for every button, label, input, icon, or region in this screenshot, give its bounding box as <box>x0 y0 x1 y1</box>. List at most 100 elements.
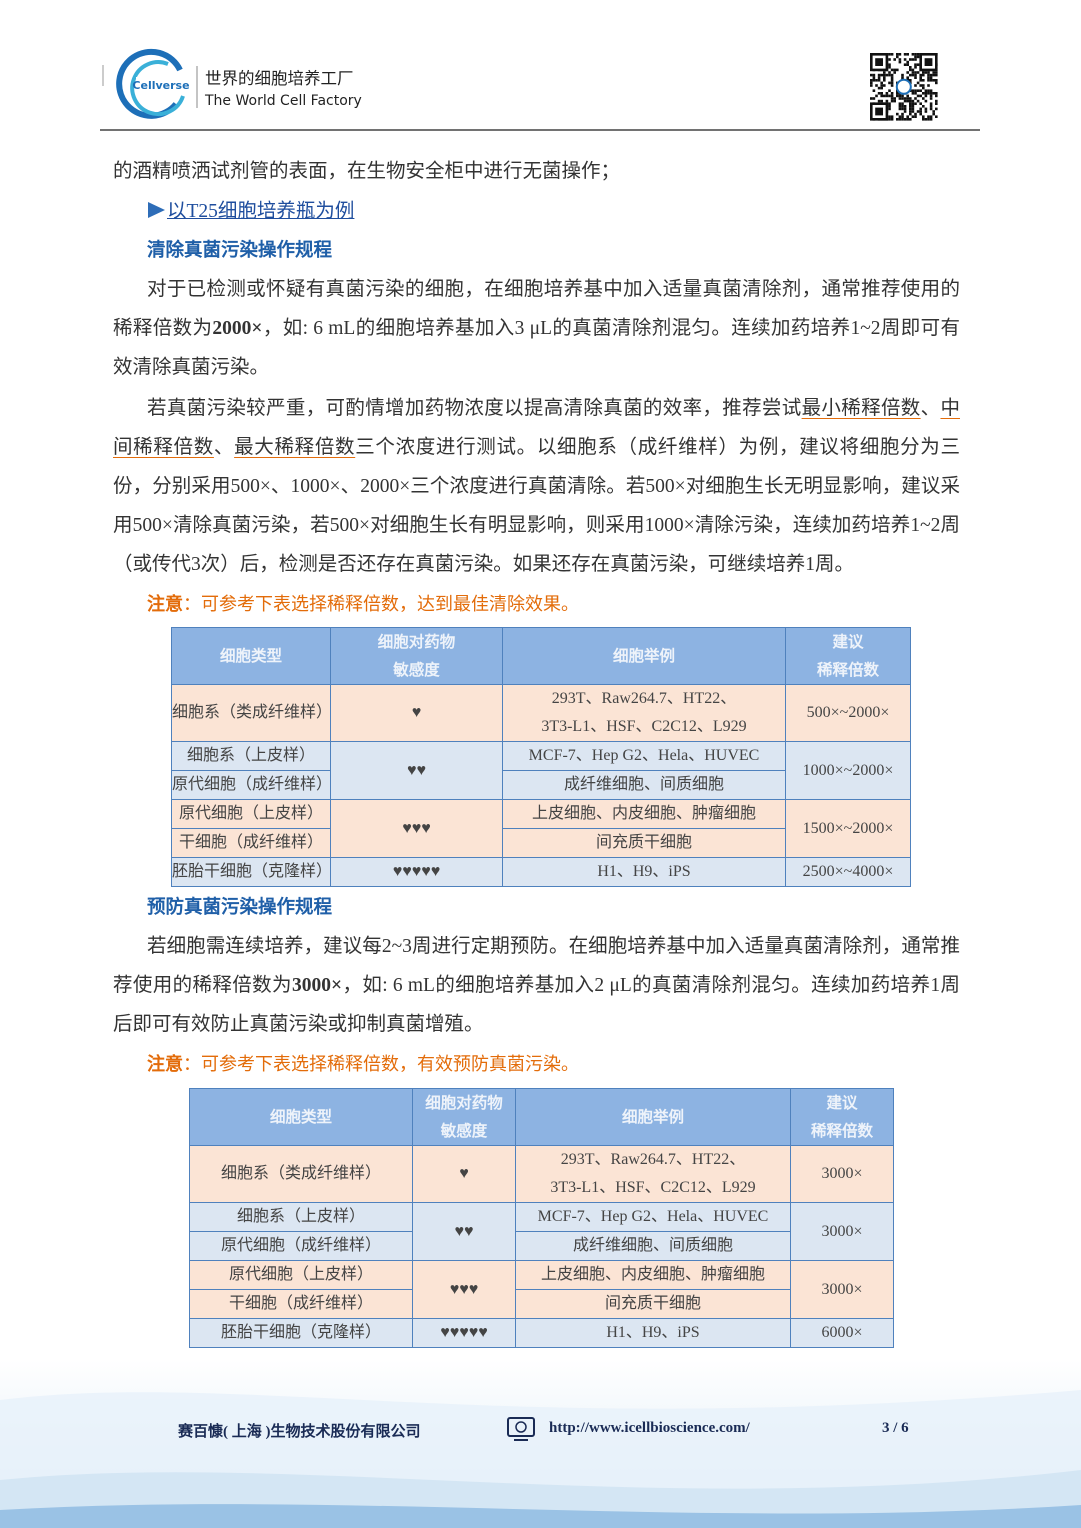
monitor-icon <box>507 1417 535 1441</box>
table-cell: 原代细胞（上皮样） <box>189 1260 413 1290</box>
table-cell: 成纤维细胞、间质细胞 <box>502 770 786 800</box>
table-cell: ♥♥♥ <box>412 1260 516 1319</box>
cell-line: 细胞对药物 <box>425 1094 503 1112</box>
table-cell: 干细胞（成纤维样） <box>171 828 331 858</box>
text: 若细胞需连续培养，建议每2~3周进行定期预防。在细胞培养基中加入适量真菌清除剂，… <box>113 936 960 996</box>
note-text: ：可参考下表选择稀释倍数，达到最佳清除效果。 <box>183 594 579 615</box>
table-cell: 干细胞（成纤维样） <box>189 1289 413 1319</box>
table-cell: H1、H9、iPS <box>502 857 786 887</box>
table-cell: 原代细胞（成纤维样） <box>171 770 332 800</box>
table-row: 胚胎干细胞（克隆样） ♥♥♥♥♥ H1、H9、iPS 2500×~4000× <box>171 857 911 887</box>
table-cell: ♥♥♥♥♥ <box>330 857 503 887</box>
table-cell: 500×~2000× <box>785 684 911 742</box>
note: 注意：可参考下表选择稀释倍数，有效预防真菌污染。 <box>147 1045 579 1084</box>
table-cell: 293T、Raw264.7、HT22、 3T3-L1、HSF、C2C12、L929 <box>515 1145 791 1203</box>
cell-line: 建议 <box>826 1094 858 1112</box>
link-line: 以T25细胞培养瓶为例 <box>147 192 354 231</box>
cell-line: 稀释倍数 <box>816 661 879 679</box>
header-cell: 细胞类型 <box>171 627 331 685</box>
header-cell: 细胞举例 <box>502 627 786 685</box>
table-row: 干细胞（成纤维样） 间充质干细胞 <box>189 1289 894 1319</box>
header-cell: 细胞对药物 敏感度 <box>412 1088 516 1146</box>
note-label: 注意 <box>147 594 183 615</box>
header-cell: 建议 稀释倍数 <box>785 627 911 685</box>
table-row: 细胞系（类成纤维样） ♥ 293T、Raw264.7、HT22、 3T3-L1、HSF… <box>189 1145 894 1203</box>
header-cell: 细胞对药物 敏感度 <box>330 627 503 685</box>
text: 、 <box>920 398 941 419</box>
text: 三个浓度进行测试。以细胞系（成纤维样）为例，建议将细胞分为三份，分别采用500×… <box>113 437 960 575</box>
text: 对于已检测或怀疑有真菌污染的细胞，在细胞培养基中加入适量真菌清除剂，通常推荐使用… <box>113 279 960 339</box>
table-cell: 3000× <box>790 1202 894 1261</box>
text: ，如: 6 mL的细胞培养基加入3 μL的真菌清除剂混匀。连续加药培养1~2周即… <box>113 318 960 378</box>
text: 、 <box>213 437 235 458</box>
tagline-cn: 世界的细胞培养工厂 <box>205 69 354 88</box>
table-row: 原代细胞（上皮样） ♥♥♥ 上皮细胞、内皮细胞、肿瘤细胞 1500×~2000× <box>171 799 911 858</box>
page-number: 3 / 6 <box>882 1420 909 1436</box>
url[interactable]: http://www.icellbioscience.com/ <box>549 1420 750 1436</box>
text: 若真菌污染较严重，可酌情增加药物浓度以提高清除真菌的效率，推荐尝试 <box>147 398 802 419</box>
header-row: 细胞类型 细胞对药物 敏感度 细胞举例 建议 稀释倍数 <box>171 627 911 685</box>
header-row: 细胞类型 细胞对药物 敏感度 细胞举例 建议 稀释倍数 <box>189 1088 894 1146</box>
paragraph: 若细胞需连续培养，建议每2~3周进行定期预防。在细胞培养基中加入适量真菌清除剂，… <box>113 927 960 1044</box>
arrow-icon <box>148 202 165 218</box>
table-cell: 细胞系（上皮样） <box>171 741 331 771</box>
text: 的酒精喷洒试剂管的表面，在生物安全柜中进行无菌操作； <box>113 161 621 182</box>
qr-code <box>870 53 938 121</box>
cell-line: 稀释倍数 <box>810 1122 873 1140</box>
section-heading: 预防真菌污染操作规程 <box>147 897 333 918</box>
table-row: 原代细胞（成纤维样） 成纤维细胞、间质细胞 <box>189 1231 894 1261</box>
cell-line: 3T3-L1、HSF、C2C12、L929 <box>550 1179 756 1196</box>
table-row: 细胞系（类成纤维样） ♥ 293T、Raw264.7、HT22、 3T3-L1、HSF… <box>171 684 911 742</box>
table-cell: MCF-7、Hep G2、Hela、HUVEC <box>515 1202 791 1232</box>
table-cell: 间充质干细胞 <box>515 1289 791 1319</box>
table-cell: 细胞系（类成纤维样） <box>171 684 332 742</box>
paragraph: 对于已检测或怀疑有真菌污染的细胞，在细胞培养基中加入适量真菌清除剂，通常推荐使用… <box>113 270 960 387</box>
table-cell: 细胞系（上皮样） <box>189 1202 413 1232</box>
link[interactable]: 以T25细胞培养瓶为例 <box>167 201 355 222</box>
cell-line: 293T、Raw264.7、HT22、 <box>551 690 737 707</box>
header-cell: 细胞举例 <box>515 1088 791 1146</box>
section-heading: 清除真菌污染操作规程 <box>147 240 333 261</box>
table-cell: 3000× <box>790 1260 894 1319</box>
note-text: ：可参考下表选择稀释倍数，有效预防真菌污染。 <box>183 1054 579 1075</box>
table-row: 原代细胞（上皮样） ♥♥♥ 上皮细胞、内皮细胞、肿瘤细胞 3000× <box>189 1260 894 1319</box>
note: 注意：可参考下表选择稀释倍数，达到最佳清除效果。 <box>147 585 579 624</box>
table-cell: ♥♥ <box>412 1202 516 1261</box>
table-cell: ♥ <box>412 1145 516 1203</box>
text: ，如: 6 mL的细胞培养基加入2 μL的真菌清除剂混匀。连续加药培养1周后即可… <box>113 975 960 1035</box>
table-cell: 细胞系（类成纤维样） <box>189 1145 413 1203</box>
footer-background <box>0 1360 1081 1528</box>
underlined-text: 最小稀释倍数 <box>801 398 921 419</box>
paragraph: 若真菌污染较严重，可酌情增加药物浓度以提高清除真菌的效率，推荐尝试最小稀释倍数、… <box>113 389 960 584</box>
table-cell: 上皮细胞、内皮细胞、肿瘤细胞 <box>515 1260 791 1290</box>
table: 细胞类型 细胞对药物 敏感度 细胞举例 建议 稀释倍数 细胞系（类成纤维样） ♥ 293T、Ra… <box>189 1088 894 1348</box>
table-cell: 原代细胞（成纤维样） <box>189 1231 413 1261</box>
cell-line: 3T3-L1、HSF、C2C12、L929 <box>541 718 747 735</box>
header-cell: 建议 稀释倍数 <box>790 1088 894 1146</box>
header-cell: 细胞类型 <box>189 1088 413 1146</box>
table-cell: H1、H9、iPS <box>515 1318 791 1348</box>
table-cell: ♥♥♥♥♥ <box>412 1318 516 1348</box>
table-cell: 上皮细胞、内皮细胞、肿瘤细胞 <box>502 799 786 829</box>
table-row: 原代细胞（成纤维样） 成纤维细胞、间质细胞 <box>171 770 911 800</box>
table-row: 干细胞（成纤维样） 间充质干细胞 <box>171 828 911 858</box>
header-graphics: Cellverse 世界的细胞培养工厂 The World Cell Facto… <box>100 48 980 131</box>
logo-text: Cellverse <box>132 79 189 92</box>
table-row: 胚胎干细胞（克隆样） ♥♥♥♥♥ H1、H9、iPS 6000× <box>189 1318 894 1348</box>
logo-ring-inner <box>130 60 185 117</box>
underlined-text: 中间稀释倍数 <box>113 398 960 458</box>
table-cell: 293T、Raw264.7、HT22、 3T3-L1、HSF、C2C12、L929 <box>502 684 786 742</box>
cell-line: 293T、Raw264.7、HT22、 <box>560 1151 746 1168</box>
cell-line: 细胞对药物 <box>377 633 456 651</box>
underlined-text: 最大稀释倍数 <box>234 437 356 458</box>
paragraph: 的酒精喷洒试剂管的表面，在生物安全柜中进行无菌操作； <box>113 152 960 191</box>
table: 细胞类型 细胞对药物 敏感度 细胞举例 建议 稀释倍数 细胞系（类成纤维样） ♥ 293T、Ra… <box>171 627 911 887</box>
cell-line: 敏感度 <box>440 1122 488 1140</box>
tagline-en: The World Cell Factory <box>204 93 362 109</box>
table-cell: 1000×~2000× <box>785 741 911 800</box>
company: 赛百慷( 上海 )生物技术股份有限公司 <box>178 1424 421 1440</box>
table-cell: 3000× <box>790 1145 894 1203</box>
cell-line: 建议 <box>832 633 864 651</box>
table-cell: 成纤维细胞、间质细胞 <box>515 1231 791 1261</box>
bold-text: 2000× <box>212 318 263 339</box>
